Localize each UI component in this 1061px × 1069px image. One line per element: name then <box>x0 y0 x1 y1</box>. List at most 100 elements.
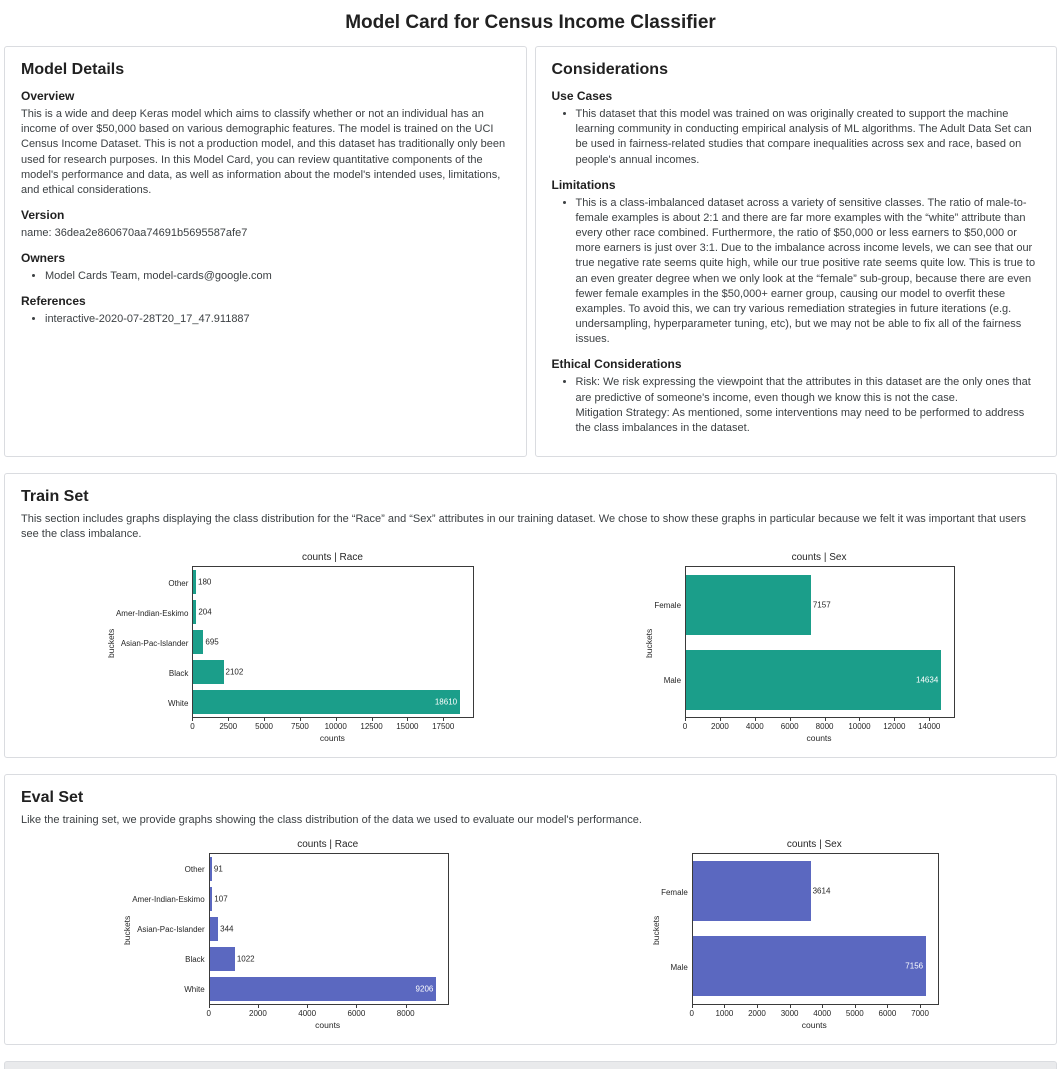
chart-ytick-labels: Female Male <box>654 568 685 718</box>
x-tick-label: 10000 <box>324 722 347 732</box>
bar-other <box>209 856 212 881</box>
x-tick-label: 6000 <box>347 1008 366 1018</box>
x-tick-mark <box>859 718 861 722</box>
considerations-card: Considerations Use Cases This dataset th… <box>534 46 1057 458</box>
y-tick-label: White <box>184 985 205 995</box>
x-tick-mark <box>854 1004 856 1008</box>
ethical-considerations-heading: Ethical Considerations <box>551 357 682 372</box>
limitations-heading: Limitations <box>551 177 616 192</box>
chart-plot-area: 7157 14634 <box>685 566 956 719</box>
train-set-title: Train Set <box>21 488 89 506</box>
top-row: Model Details Overview This is a wide an… <box>4 46 1057 458</box>
x-tick-label: 12500 <box>360 722 383 732</box>
bar-black <box>193 660 224 685</box>
chart-plot-area: 3614 7156 <box>691 852 939 1005</box>
x-tick-label: 0 <box>206 1008 211 1018</box>
x-tick-mark <box>929 718 931 722</box>
model-details-card: Model Details Overview This is a wide an… <box>4 46 527 458</box>
version-text: name: 36dea2e860670aa74691b5695587afe7 <box>21 227 248 240</box>
x-tick-mark <box>335 718 337 722</box>
y-tick-label: Other <box>184 865 205 875</box>
x-tick-label: 8000 <box>815 722 834 732</box>
x-tick-mark <box>719 718 721 722</box>
eval-set-title: Eval Set <box>21 789 84 807</box>
references-item: interactive-2020-07-28T20_17_47.911887 <box>45 312 510 327</box>
chart-plot-area: 91 107 344 1022 9206 <box>208 852 449 1005</box>
chart-ylabel: buckets <box>651 914 662 945</box>
x-tick-label: 12000 <box>883 722 906 732</box>
x-tick-mark <box>824 718 826 722</box>
model-details-title: Model Details <box>21 61 125 78</box>
bar-other <box>193 570 196 595</box>
x-tick-mark <box>691 1004 693 1008</box>
x-tick-label: 14000 <box>918 722 941 732</box>
bar-amer-indian-eskimo <box>209 886 213 911</box>
chart-title: counts | Race <box>301 552 363 564</box>
bar-male <box>692 936 927 997</box>
eval-set-card: Eval Set Like the training set, we provi… <box>4 774 1057 1045</box>
references-heading: References <box>21 294 86 309</box>
use-cases-heading: Use Cases <box>551 89 613 103</box>
chart-ylabel: buckets <box>122 914 133 945</box>
owners-item: Model Cards Team, model-cards@google.com <box>45 269 510 284</box>
page-title: Model Card for Census Income Classifier <box>345 12 716 33</box>
eval-sex-chart: buckets Female Male counts | Sex 3614 7156 0 10… <box>651 839 939 1030</box>
value-label: 7157 <box>812 600 831 610</box>
x-tick-label: 15000 <box>396 722 419 732</box>
train-race-chart: buckets Other Amer-Indian-Eskimo Asian-Pac-… <box>106 552 475 743</box>
limitations-list: This is a class-imbalanced dataset acros… <box>552 196 1041 348</box>
value-label: 14634 <box>916 675 939 685</box>
x-tick-mark <box>822 1004 824 1008</box>
y-tick-label: Amer-Indian-Eskimo <box>115 608 189 618</box>
bar-male <box>686 649 942 710</box>
x-tick-mark <box>307 1004 309 1008</box>
ethical-considerations-list: Risk: We risk expressing the viewpoint t… <box>552 375 1041 436</box>
next-section-partial <box>4 1060 1057 1069</box>
chart-xtick-labels: 0 2000 4000 6000 8000 <box>206 1004 447 1019</box>
x-tick-label: 17500 <box>432 722 455 732</box>
y-tick-label: Female <box>661 887 688 897</box>
x-tick-mark <box>724 1004 726 1008</box>
use-cases-item: This dataset that this model was trained… <box>576 107 1041 168</box>
chart-plot-area: 180 204 695 2102 18610 <box>192 566 475 719</box>
x-tick-label: 3000 <box>780 1008 799 1018</box>
train-set-charts-row: buckets Other Amer-Indian-Eskimo Asian-Pac-… <box>21 552 1040 743</box>
train-set-description: This section includes graphs displaying … <box>21 513 1026 541</box>
x-tick-mark <box>920 1004 922 1008</box>
chart-xtick-labels: 0 1000 2000 3000 4000 5000 6000 7000 <box>689 1004 937 1019</box>
x-tick-label: 0 <box>689 1008 695 1018</box>
bar-asian-pac-islander <box>193 630 204 655</box>
bar-female <box>686 574 811 635</box>
references-list: interactive-2020-07-28T20_17_47.911887 <box>21 312 510 327</box>
x-tick-mark <box>192 718 194 722</box>
x-tick-mark <box>356 1004 358 1008</box>
x-tick-label: 2000 <box>748 1008 766 1018</box>
y-tick-label: Male <box>670 962 688 972</box>
eval-set-description: Like the training set, we provide graphs… <box>21 814 642 827</box>
y-tick-label: Male <box>663 676 682 686</box>
owners-heading: Owners <box>21 251 66 266</box>
overview-text: This is a wide and deep Keras model whic… <box>21 108 506 196</box>
value-label: 9206 <box>415 984 434 994</box>
y-tick-label: Asian-Pac-Islander <box>120 638 189 648</box>
bar-asian-pac-islander <box>209 916 219 941</box>
x-tick-mark <box>756 1004 758 1008</box>
value-label: 204 <box>198 607 212 617</box>
chart-ylabel: buckets <box>644 628 655 659</box>
ethical-considerations-item: Risk: We risk expressing the viewpoint t… <box>576 375 1041 436</box>
x-tick-label: 5000 <box>255 722 273 732</box>
y-tick-label: Black <box>168 668 189 678</box>
chart-xlabel: counts <box>315 1019 341 1030</box>
x-tick-mark <box>264 718 266 722</box>
value-label: 180 <box>198 577 212 587</box>
x-tick-label: 8000 <box>396 1008 415 1018</box>
overview-heading: Overview <box>21 89 75 103</box>
x-tick-mark <box>685 718 687 722</box>
chart-title: counts | Sex <box>791 552 847 564</box>
version-heading: Version <box>21 208 65 223</box>
chart-title: counts | Race <box>297 838 359 850</box>
x-tick-mark <box>789 1004 791 1008</box>
eval-race-chart: buckets Other Amer-Indian-Eskimo Asian-Pac-… <box>122 838 449 1030</box>
chart-ytick-labels: Other Amer-Indian-Eskimo Asian-Pac-Islande… <box>132 855 208 1005</box>
x-tick-mark <box>405 1004 407 1008</box>
